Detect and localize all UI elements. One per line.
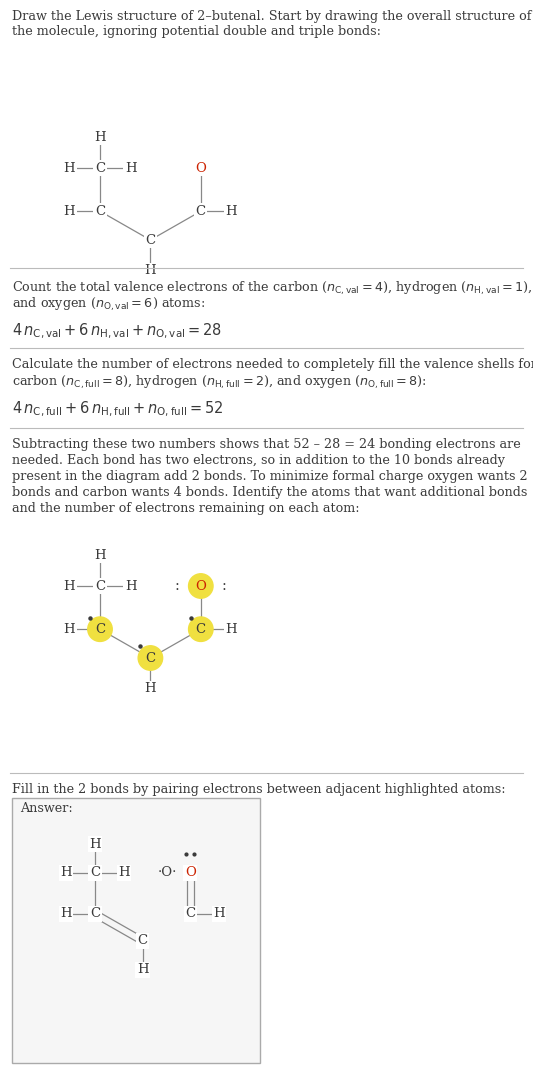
Text: C: C bbox=[146, 234, 156, 247]
Text: present in the diagram add 2 bonds. To minimize formal charge oxygen wants 2: present in the diagram add 2 bonds. To m… bbox=[12, 470, 528, 483]
Text: H: H bbox=[63, 161, 75, 174]
Text: C: C bbox=[146, 651, 156, 664]
Text: :: : bbox=[175, 579, 180, 593]
Text: and oxygen ($n_{\mathrm{O,val}}=6$) atoms:: and oxygen ($n_{\mathrm{O,val}}=6$) atom… bbox=[12, 296, 205, 313]
Text: C: C bbox=[185, 908, 195, 921]
Text: :: : bbox=[222, 579, 227, 593]
Text: $4\,n_{\mathrm{C,full}}+6\,n_{\mathrm{H,full}}+n_{\mathrm{O,full}}=52$: $4\,n_{\mathrm{C,full}}+6\,n_{\mathrm{H,… bbox=[12, 400, 223, 420]
Text: carbon ($n_{\mathrm{C,full}}=8$), hydrogen ($n_{\mathrm{H,full}}=2$), and oxygen: carbon ($n_{\mathrm{C,full}}=8$), hydrog… bbox=[12, 374, 427, 391]
Text: H: H bbox=[63, 623, 75, 635]
Text: H: H bbox=[94, 131, 106, 144]
Text: C: C bbox=[95, 161, 105, 174]
Text: H: H bbox=[213, 908, 225, 921]
Text: C: C bbox=[90, 866, 100, 880]
Text: H: H bbox=[63, 205, 75, 218]
Circle shape bbox=[138, 646, 163, 671]
Text: and the number of electrons remaining on each atom:: and the number of electrons remaining on… bbox=[12, 502, 360, 515]
Text: C: C bbox=[196, 205, 206, 218]
Text: Fill in the 2 bonds by pairing electrons between adjacent highlighted atoms:: Fill in the 2 bonds by pairing electrons… bbox=[12, 783, 506, 796]
Text: needed. Each bond has two electrons, so in addition to the 10 bonds already: needed. Each bond has two electrons, so … bbox=[12, 454, 505, 467]
Text: H: H bbox=[137, 963, 148, 976]
Text: bonds and carbon wants 4 bonds. Identify the atoms that want additional bonds: bonds and carbon wants 4 bonds. Identify… bbox=[12, 486, 527, 499]
Text: Calculate the number of electrons needed to completely fill the valence shells f: Calculate the number of electrons needed… bbox=[12, 358, 533, 371]
Text: H: H bbox=[125, 580, 136, 593]
Text: H: H bbox=[125, 161, 136, 174]
Circle shape bbox=[189, 574, 213, 598]
Text: Draw the Lewis structure of 2–butenal. Start by drawing the overall structure of: Draw the Lewis structure of 2–butenal. S… bbox=[12, 10, 531, 38]
Text: $4\,n_{\mathrm{C,val}}+6\,n_{\mathrm{H,val}}+n_{\mathrm{O,val}}=28$: $4\,n_{\mathrm{C,val}}+6\,n_{\mathrm{H,v… bbox=[12, 321, 222, 342]
Text: C: C bbox=[95, 623, 105, 635]
Text: H: H bbox=[89, 837, 101, 850]
Text: O: O bbox=[196, 161, 206, 174]
Text: H: H bbox=[144, 264, 156, 277]
Bar bbox=[12, 798, 260, 1063]
Text: Answer:: Answer: bbox=[20, 802, 72, 815]
Text: C: C bbox=[95, 580, 105, 593]
Circle shape bbox=[189, 617, 213, 642]
Text: ·O·: ·O· bbox=[157, 866, 177, 880]
Circle shape bbox=[88, 617, 112, 642]
Text: O: O bbox=[185, 866, 196, 880]
Text: H: H bbox=[63, 580, 75, 593]
Text: H: H bbox=[225, 623, 237, 635]
Text: H: H bbox=[118, 866, 130, 880]
Text: Subtracting these two numbers shows that 52 – 28 = 24 bonding electrons are: Subtracting these two numbers shows that… bbox=[12, 438, 521, 451]
Text: H: H bbox=[225, 205, 237, 218]
Text: C: C bbox=[95, 205, 105, 218]
Text: O: O bbox=[196, 580, 206, 593]
Text: C: C bbox=[138, 934, 148, 947]
Text: H: H bbox=[144, 682, 156, 695]
Text: C: C bbox=[196, 623, 206, 635]
Text: C: C bbox=[90, 908, 100, 921]
Text: H: H bbox=[60, 866, 72, 880]
Text: Count the total valence electrons of the carbon ($n_{\mathrm{C,val}}=4$), hydrog: Count the total valence electrons of the… bbox=[12, 280, 532, 297]
Text: H: H bbox=[94, 549, 106, 562]
Text: H: H bbox=[60, 908, 72, 921]
